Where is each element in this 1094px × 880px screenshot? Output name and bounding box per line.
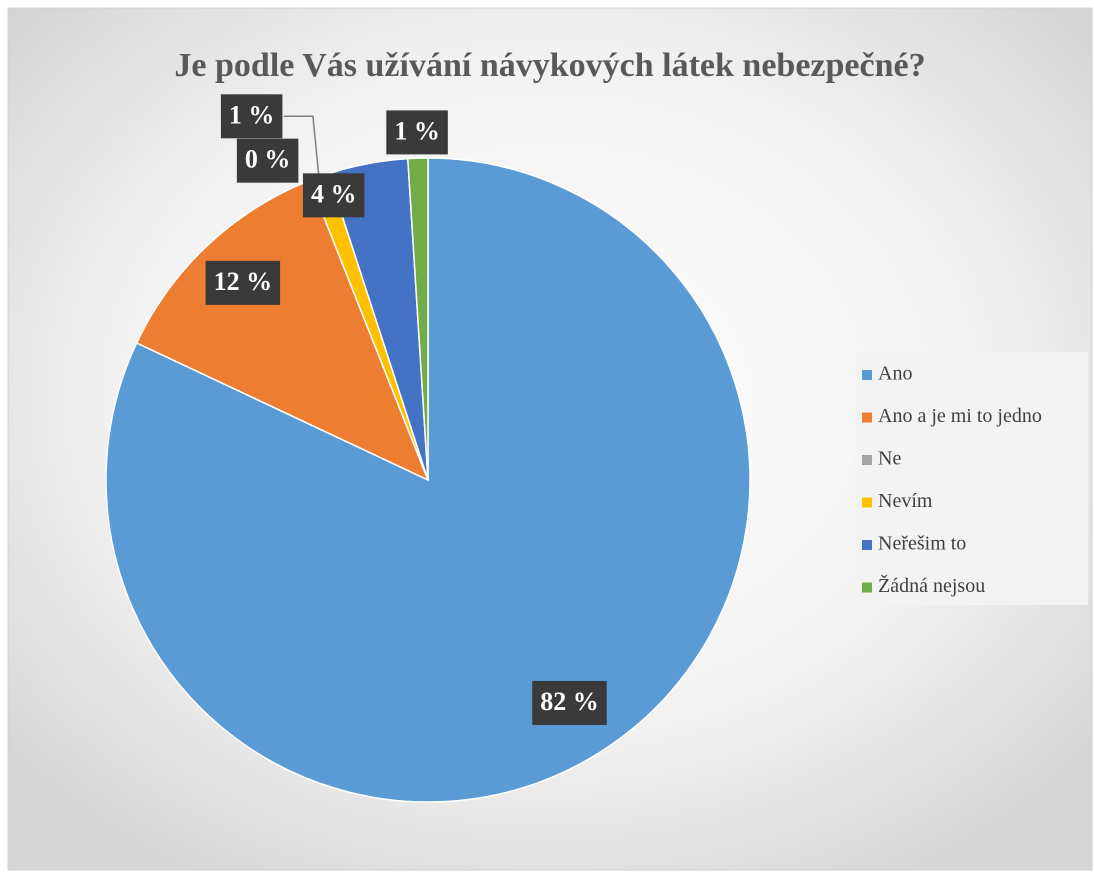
legend-label: Ne — [878, 448, 901, 470]
pie-slice — [135, 179, 430, 482]
legend-marker — [862, 540, 872, 550]
legend-marker — [862, 370, 872, 380]
chart-title: Je podle Vás užívání návykových látek ne… — [174, 47, 925, 84]
data-label-box — [386, 110, 448, 155]
data-label-box — [220, 94, 283, 139]
legend-label: Žádná nejsou — [878, 574, 985, 597]
legend-label: Neřešim to — [878, 533, 966, 555]
legend-marker — [862, 455, 872, 465]
data-label: 12 % — [214, 267, 273, 296]
legend-box — [855, 352, 1088, 605]
data-label: 0 % — [245, 145, 291, 174]
pie-slice — [406, 157, 429, 481]
data-label-box — [205, 260, 281, 305]
data-label: 4 % — [311, 179, 357, 208]
legend-marker — [862, 497, 872, 508]
legend-marker — [862, 582, 872, 593]
leader-line — [283, 115, 320, 178]
data-label: 1 % — [229, 100, 275, 129]
data-label-box — [236, 138, 299, 183]
data-label: 1 % — [394, 116, 440, 145]
legend-label: Nevím — [878, 490, 933, 512]
data-label: 82 % — [540, 687, 599, 716]
data-label-box — [532, 680, 607, 725]
legend-label: Ano a je mi to jedno — [878, 405, 1042, 427]
legend-marker — [862, 412, 872, 423]
data-label-box — [302, 173, 365, 218]
legend-label: Ano — [878, 363, 912, 385]
